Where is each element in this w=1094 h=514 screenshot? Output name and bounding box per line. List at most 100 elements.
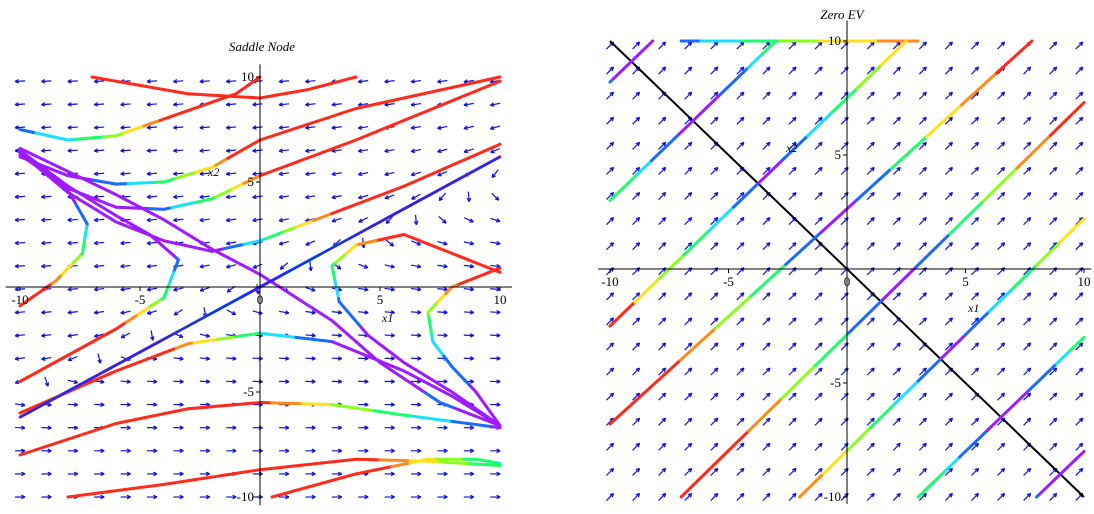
field-arrow — [67, 125, 78, 130]
field-arrow — [410, 494, 422, 500]
field-arrow — [278, 310, 290, 315]
chart-zero-ev: -10 -5 0 5 10 -10 -5 5 10 Zero EV x1 x2 — [598, 7, 1092, 504]
field-arrow — [1075, 242, 1084, 251]
field-arrow — [632, 417, 641, 426]
field-arrow — [14, 356, 26, 361]
field-arrow — [788, 467, 797, 476]
field-arrow — [14, 217, 26, 223]
field-arrow — [14, 471, 26, 477]
field-arrow — [278, 148, 290, 153]
field-arrow — [41, 356, 52, 361]
field-arrow — [606, 342, 615, 351]
field-arrow — [1075, 66, 1084, 75]
field-arrow — [490, 310, 501, 315]
field-arrow — [226, 448, 237, 454]
field-arrow — [14, 240, 26, 246]
y-tick-label: 10 — [241, 69, 254, 84]
field-arrow — [606, 292, 615, 301]
field-arrow — [892, 191, 901, 200]
field-arrow — [892, 242, 901, 251]
field-arrow — [710, 317, 719, 326]
field-arrow — [762, 292, 771, 301]
field-arrow — [658, 467, 667, 476]
field-arrow — [199, 494, 211, 500]
field-arrow — [413, 214, 419, 226]
field-arrow — [173, 194, 184, 200]
field-arrow — [41, 425, 52, 431]
field-arrow — [305, 171, 316, 177]
field-arrow — [384, 287, 395, 292]
field-arrow — [788, 141, 797, 150]
field-arrow — [710, 492, 719, 501]
field-arrow — [814, 292, 823, 301]
x-tick-label: -5 — [135, 292, 146, 307]
field-arrow — [67, 333, 78, 338]
field-arrow — [710, 116, 719, 125]
field-arrow — [632, 116, 641, 125]
field-arrow — [1023, 467, 1032, 476]
field-arrow — [225, 217, 237, 223]
field-arrow — [918, 116, 927, 125]
field-arrow — [358, 402, 369, 407]
field-arrow — [1023, 317, 1032, 326]
field-arrow — [437, 286, 448, 292]
field-arrow — [410, 264, 422, 269]
field-arrow — [606, 442, 615, 451]
field-arrow — [892, 141, 901, 150]
field-arrow — [225, 125, 237, 130]
field-arrow — [762, 166, 771, 175]
field-arrow — [632, 191, 641, 200]
field-arrow — [331, 471, 343, 477]
field-arrow — [93, 310, 105, 315]
field-arrow — [384, 356, 395, 361]
field-arrow — [41, 448, 52, 454]
field-arrow — [606, 91, 615, 100]
field-arrow — [632, 141, 641, 150]
field-arrow — [658, 66, 667, 75]
chart-saddle-node: -10 -5 0 5 10 -10 -5 5 10 Saddle Node x1 x2 — [5, 39, 512, 506]
field-arrow — [93, 171, 105, 176]
field-arrow — [658, 392, 667, 401]
field-arrow — [490, 471, 501, 477]
field-arrow — [1049, 91, 1058, 100]
field-arrow — [606, 66, 615, 75]
field-arrow — [788, 41, 797, 50]
field-arrow — [41, 240, 52, 246]
field-arrow — [146, 240, 158, 246]
trajectory — [1035, 449, 1086, 499]
field-arrow — [278, 471, 290, 477]
field-arrow — [710, 367, 719, 376]
trajectory — [426, 266, 502, 428]
field-arrow — [358, 494, 369, 500]
field-arrow — [437, 333, 448, 338]
field-arrow — [490, 333, 501, 338]
field-arrow — [632, 442, 641, 451]
field-arrow — [710, 217, 719, 226]
field-arrow — [199, 125, 210, 130]
field-arrow — [736, 217, 745, 226]
field-arrow — [1049, 417, 1058, 426]
field-arrow — [788, 166, 797, 175]
field-arrow — [173, 102, 184, 107]
field-arrow — [814, 141, 823, 150]
field-arrow — [762, 342, 771, 351]
field-arrow — [788, 392, 797, 401]
field-arrow — [410, 171, 421, 177]
field-arrow — [225, 194, 237, 200]
field-arrow — [490, 147, 501, 154]
field-arrow — [658, 116, 667, 125]
field-arrow — [971, 292, 980, 301]
field-arrow — [331, 102, 342, 107]
field-arrow — [788, 417, 797, 426]
field-arrow — [997, 242, 1006, 251]
field-arrow — [252, 471, 263, 477]
field-arrow — [866, 191, 875, 200]
field-arrow — [944, 342, 954, 351]
field-arrow — [606, 217, 615, 226]
field-arrow — [997, 442, 1006, 451]
y-tick-label: -5 — [830, 375, 841, 390]
field-arrow — [788, 242, 797, 251]
field-arrow — [814, 467, 823, 476]
field-arrow — [684, 417, 693, 426]
field-arrow — [762, 442, 771, 451]
